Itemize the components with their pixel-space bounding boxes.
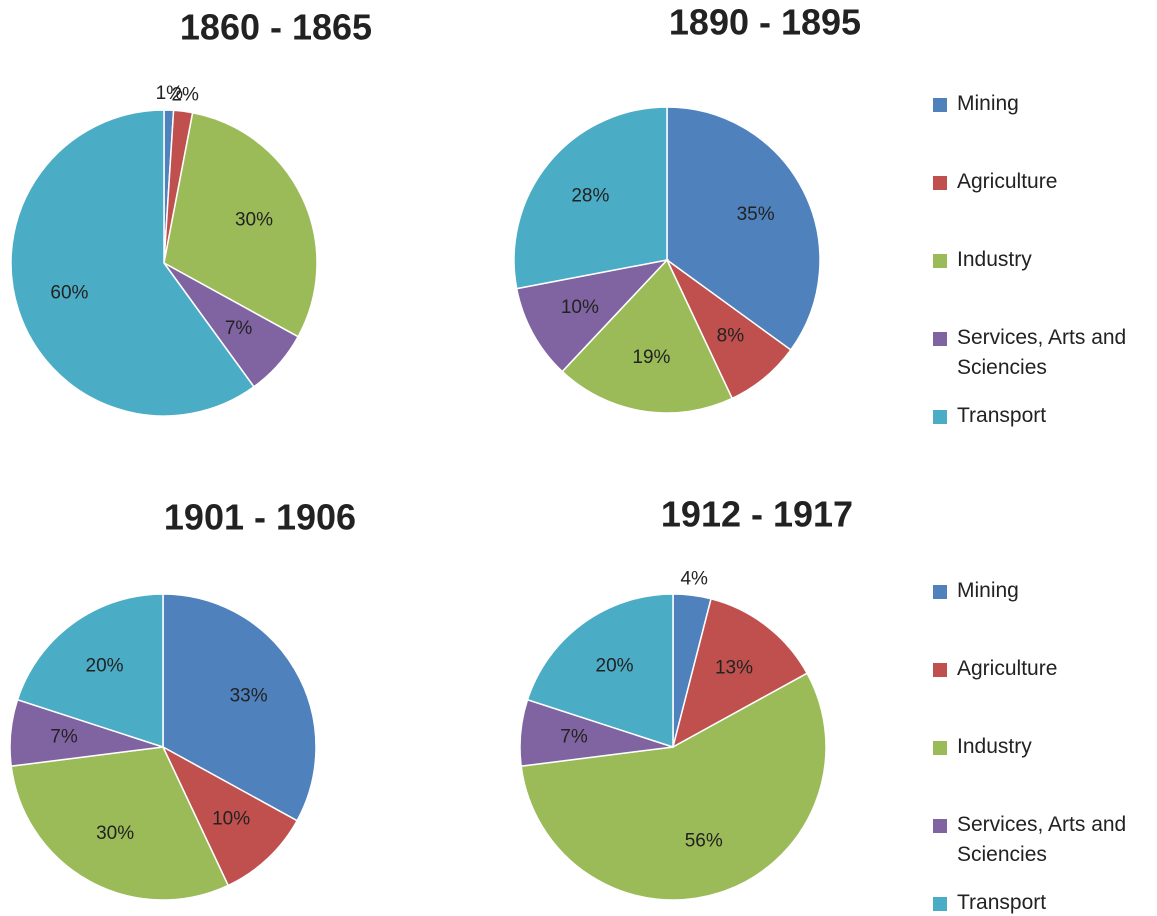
slice-label: 8%: [717, 326, 745, 347]
legend-label: Mining: [957, 92, 1019, 115]
legend-swatch: [933, 254, 947, 268]
legend-entry: Mining: [933, 89, 1157, 119]
chart-title: 1912 - 1917: [661, 494, 853, 535]
slice-label: 7%: [560, 727, 588, 748]
pie-slice: [671, 597, 809, 749]
pie-slice: [10, 109, 255, 417]
pie-slice: [162, 593, 317, 822]
pie-slice: [520, 672, 827, 901]
chart-title: 1901 - 1906: [164, 497, 356, 538]
legend-entry: Transport: [933, 888, 1157, 916]
slice-label: 30%: [96, 823, 134, 844]
pie-slice: [163, 111, 318, 338]
chart-title: 1890 - 1895: [669, 2, 861, 43]
legend-entry: Services, Arts and Sciencies: [933, 810, 1157, 870]
slice-label: 13%: [715, 657, 753, 678]
pie-slice: [16, 593, 164, 749]
legend-label: Transport: [957, 404, 1047, 427]
slice-label: 2%: [171, 84, 199, 105]
pie-slice: [513, 106, 668, 290]
legend-swatch: [933, 332, 947, 346]
legend-swatch: [933, 819, 947, 833]
pie-slice: [515, 258, 670, 373]
legend-entry: Services, Arts and Sciencies: [933, 323, 1157, 383]
legend-label: Services, Arts and Sciencies: [957, 326, 1127, 379]
slice-label: 7%: [225, 318, 253, 339]
legend-label: Industry: [957, 735, 1032, 758]
legend-entry: Industry: [933, 245, 1157, 275]
slice-label: 56%: [685, 831, 723, 852]
chart-title: 1860 - 1865: [180, 7, 372, 48]
slice-label: 1%: [156, 83, 184, 104]
pie-slice: [561, 258, 734, 414]
legend-swatch: [933, 176, 947, 190]
slice-label: 30%: [235, 210, 273, 231]
slice-label: 19%: [632, 347, 670, 368]
legend-swatch: [933, 410, 947, 424]
slice-label: 60%: [50, 283, 88, 304]
pie-slice: [161, 745, 299, 887]
slice-label: 4%: [680, 568, 708, 589]
legend-label: Agriculture: [957, 657, 1058, 680]
slice-label: 20%: [86, 656, 124, 677]
legend-label: Transport: [957, 891, 1047, 914]
legend-label: Services, Arts and Sciencies: [957, 813, 1127, 866]
pie-slice: [666, 106, 821, 351]
pie-slice: [10, 746, 230, 901]
legend-entry: Agriculture: [933, 654, 1157, 684]
slice-label: 10%: [561, 297, 599, 318]
legend-label: Agriculture: [957, 170, 1058, 193]
slice-label: 35%: [737, 204, 775, 225]
legend-swatch: [933, 741, 947, 755]
legend-entry: Agriculture: [933, 167, 1157, 197]
slice-label: 28%: [571, 186, 609, 207]
legend-swatch: [933, 98, 947, 112]
legend-entry: Industry: [933, 732, 1157, 762]
pie-slice: [526, 593, 674, 749]
slice-label: 20%: [596, 656, 634, 677]
legend-label: Industry: [957, 248, 1032, 271]
slice-label: 7%: [50, 727, 78, 748]
legend-swatch: [933, 897, 947, 911]
legend-swatch: [933, 663, 947, 677]
legend-entry: Transport: [933, 401, 1157, 431]
slice-label: 10%: [212, 809, 250, 830]
legend-swatch: [933, 585, 947, 599]
legend-label: Mining: [957, 579, 1019, 602]
slice-label: 33%: [230, 685, 268, 706]
legend-entry: Mining: [933, 576, 1157, 606]
